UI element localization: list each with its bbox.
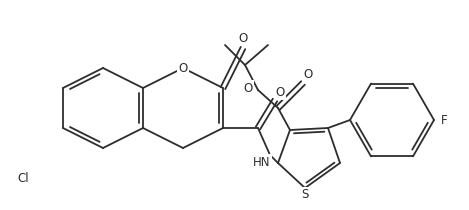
Text: O: O — [178, 62, 188, 75]
Text: O: O — [275, 85, 285, 98]
Text: F: F — [441, 113, 447, 126]
Text: O: O — [238, 32, 248, 45]
Text: Cl: Cl — [17, 172, 29, 185]
Text: HN: HN — [253, 155, 271, 168]
Text: O: O — [243, 81, 253, 94]
Text: S: S — [301, 189, 309, 202]
Text: O: O — [303, 68, 313, 81]
